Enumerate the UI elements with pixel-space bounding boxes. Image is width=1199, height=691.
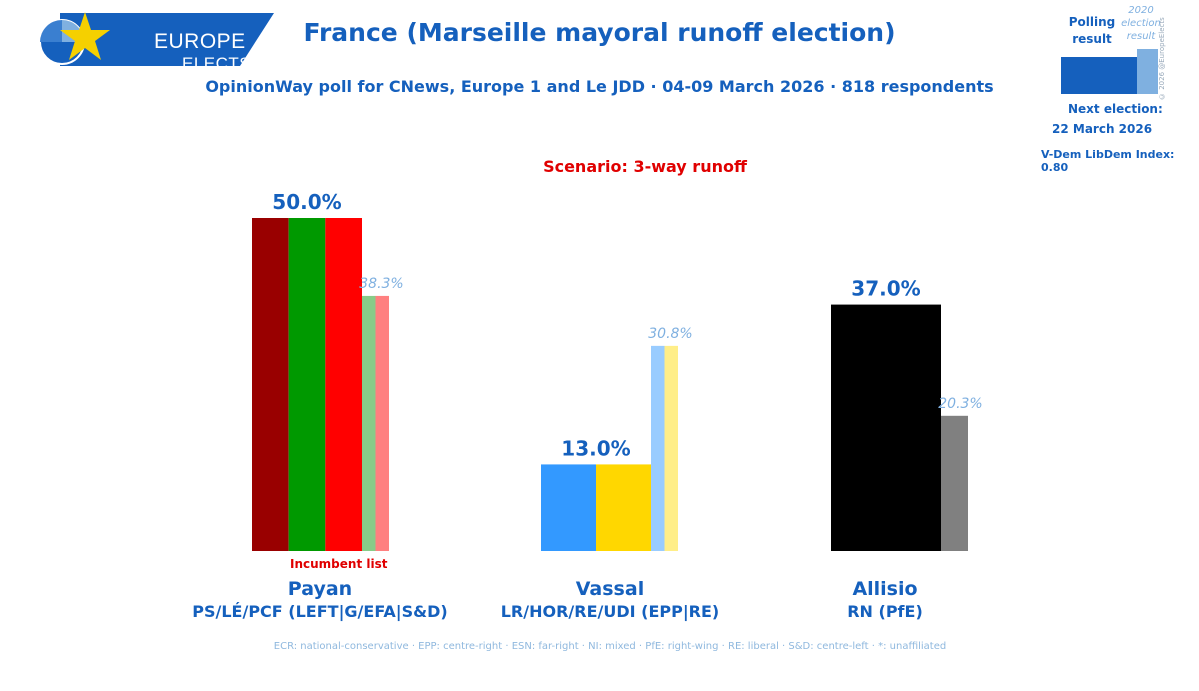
footer-legend: ECR: national-conservative · EPP: centre… bbox=[273, 641, 947, 652]
poll-bar-payan-stripe-2 bbox=[325, 218, 362, 551]
candidate-name-payan: Payan bbox=[287, 578, 353, 600]
poll-value-label-payan: 50.0% bbox=[272, 190, 341, 214]
logo-text-elects: ELECTS bbox=[182, 54, 252, 73]
prev-value-label-vassal: 30.8% bbox=[648, 326, 692, 342]
poll-bar-payan-stripe-1 bbox=[288, 218, 326, 551]
value-labels-group: 50.0% 38.3% 13.0% 30.8% 37.0% 20.3% bbox=[272, 190, 982, 460]
incumbent-note: Incumbent list bbox=[290, 557, 388, 571]
page-subtitle: OpinionWay poll for CNews, Europe 1 and … bbox=[205, 77, 994, 96]
candidate-name-vassal: Vassal bbox=[575, 578, 645, 600]
prev-bar-payan-stripe-1 bbox=[375, 295, 389, 551]
logo: EUROPE ELECTS bbox=[36, 12, 276, 73]
legend-graphic bbox=[1061, 49, 1158, 94]
candidate-party-allisio: RN (PfE) bbox=[847, 602, 923, 621]
legend-2020-label: 2020 election result bbox=[1121, 5, 1161, 42]
prev-bar-vassal-stripe-0 bbox=[651, 345, 665, 551]
poll-bar-vassal-stripe-0 bbox=[541, 464, 596, 551]
poll-value-label-allisio: 37.0% bbox=[851, 277, 920, 301]
candidate-name-allisio: Allisio bbox=[852, 578, 918, 600]
poll-bar-allisio-stripe-0 bbox=[831, 304, 941, 551]
candidate-party-payan: PS/LÉ/PCF (LEFT|G/EFA|S&D) bbox=[192, 602, 448, 621]
prev-value-label-allisio: 20.3% bbox=[938, 396, 982, 412]
poll-bar-payan-stripe-0 bbox=[252, 218, 289, 551]
europe-elects-logo bbox=[39, 12, 274, 66]
poll-bar-vassal-stripe-1 bbox=[596, 464, 651, 551]
legend-polling-label: Polling result bbox=[1068, 15, 1116, 46]
prev-bar-payan-stripe-0 bbox=[362, 295, 376, 551]
prev-value-label-payan: 38.3% bbox=[359, 276, 403, 292]
prev-bar-vassal-stripe-1 bbox=[664, 345, 678, 551]
copyright-note: © 2026 @EuropeElects bbox=[1158, 17, 1166, 100]
bars-group bbox=[252, 218, 968, 551]
prev-bar-allisio-stripe-0 bbox=[941, 415, 968, 551]
vdem-index: V-Dem LibDem Index: 0.80 bbox=[1041, 148, 1175, 174]
page-title: France (Marseille mayoral runoff electio… bbox=[303, 18, 896, 47]
next-election-label: Next election: bbox=[1068, 102, 1163, 116]
star-icon bbox=[60, 12, 110, 60]
next-election-date: 22 March 2026 bbox=[1052, 122, 1153, 136]
poll-value-label-vassal: 13.0% bbox=[561, 436, 630, 460]
candidate-party-vassal: LR/HOR/RE/UDI (EPP|RE) bbox=[500, 602, 720, 621]
scenario-label: Scenario: 3-way runoff bbox=[543, 157, 747, 176]
logo-text-europe: EUROPE bbox=[154, 30, 246, 53]
